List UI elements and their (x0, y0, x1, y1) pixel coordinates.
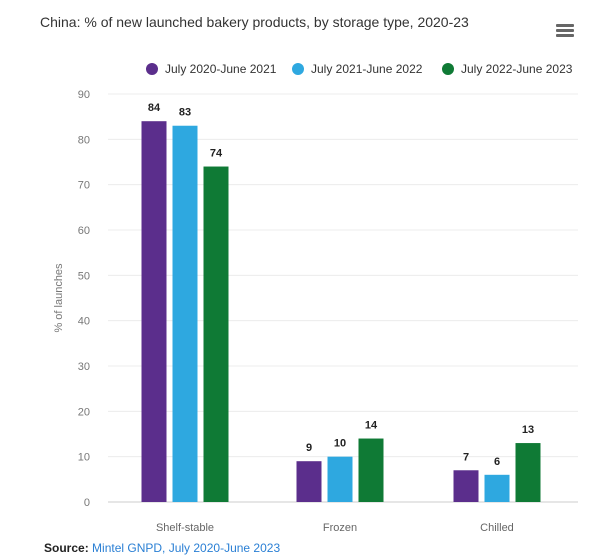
legend-label: July 2020-June 2021 (165, 62, 277, 76)
data-label: 14 (365, 420, 378, 432)
data-label: 6 (494, 456, 500, 468)
x-tick-label: Frozen (323, 522, 357, 534)
legend-marker (292, 63, 304, 75)
source-note: Source: Mintel GNPD, July 2020-June 2023 (44, 541, 281, 555)
legend-label: July 2022-June 2023 (461, 62, 573, 76)
legend-marker (442, 63, 454, 75)
y-tick-label: 60 (78, 225, 90, 237)
source-label: Source (44, 541, 85, 555)
bar (453, 470, 479, 502)
y-tick-label: 0 (84, 497, 90, 509)
data-label: 7 (463, 451, 469, 463)
legend-label: July 2021-June 2022 (311, 62, 423, 76)
data-label: 13 (522, 424, 534, 436)
bar (296, 461, 322, 502)
bar (358, 438, 384, 502)
y-tick-label: 90 (78, 89, 90, 101)
bar (484, 474, 510, 502)
y-axis-label: % of launches (53, 263, 65, 333)
y-tick-label: 70 (78, 180, 90, 192)
data-label: 74 (210, 148, 223, 160)
bar (203, 166, 229, 503)
bar (172, 125, 198, 502)
chart-title: China: % of new launched bakery products… (40, 14, 469, 30)
y-tick-label: 40 (78, 316, 90, 328)
source-text: Mintel GNPD, July 2020-June 2023 (92, 541, 281, 555)
data-label: 10 (334, 438, 346, 450)
y-tick-label: 20 (78, 406, 90, 418)
data-label: 84 (148, 102, 161, 114)
data-label: 9 (306, 442, 312, 454)
hamburger-menu-icon[interactable] (556, 24, 574, 38)
x-tick-label: Shelf-stable (156, 522, 214, 534)
legend-marker (146, 63, 158, 75)
y-tick-label: 50 (78, 270, 90, 282)
y-tick-label: 80 (78, 134, 90, 146)
data-label: 83 (179, 107, 191, 119)
y-tick-label: 30 (78, 361, 90, 373)
x-tick-label: Chilled (480, 522, 514, 534)
bar (515, 443, 541, 502)
bar (141, 121, 167, 502)
bar (327, 456, 353, 502)
y-tick-label: 10 (78, 452, 90, 464)
